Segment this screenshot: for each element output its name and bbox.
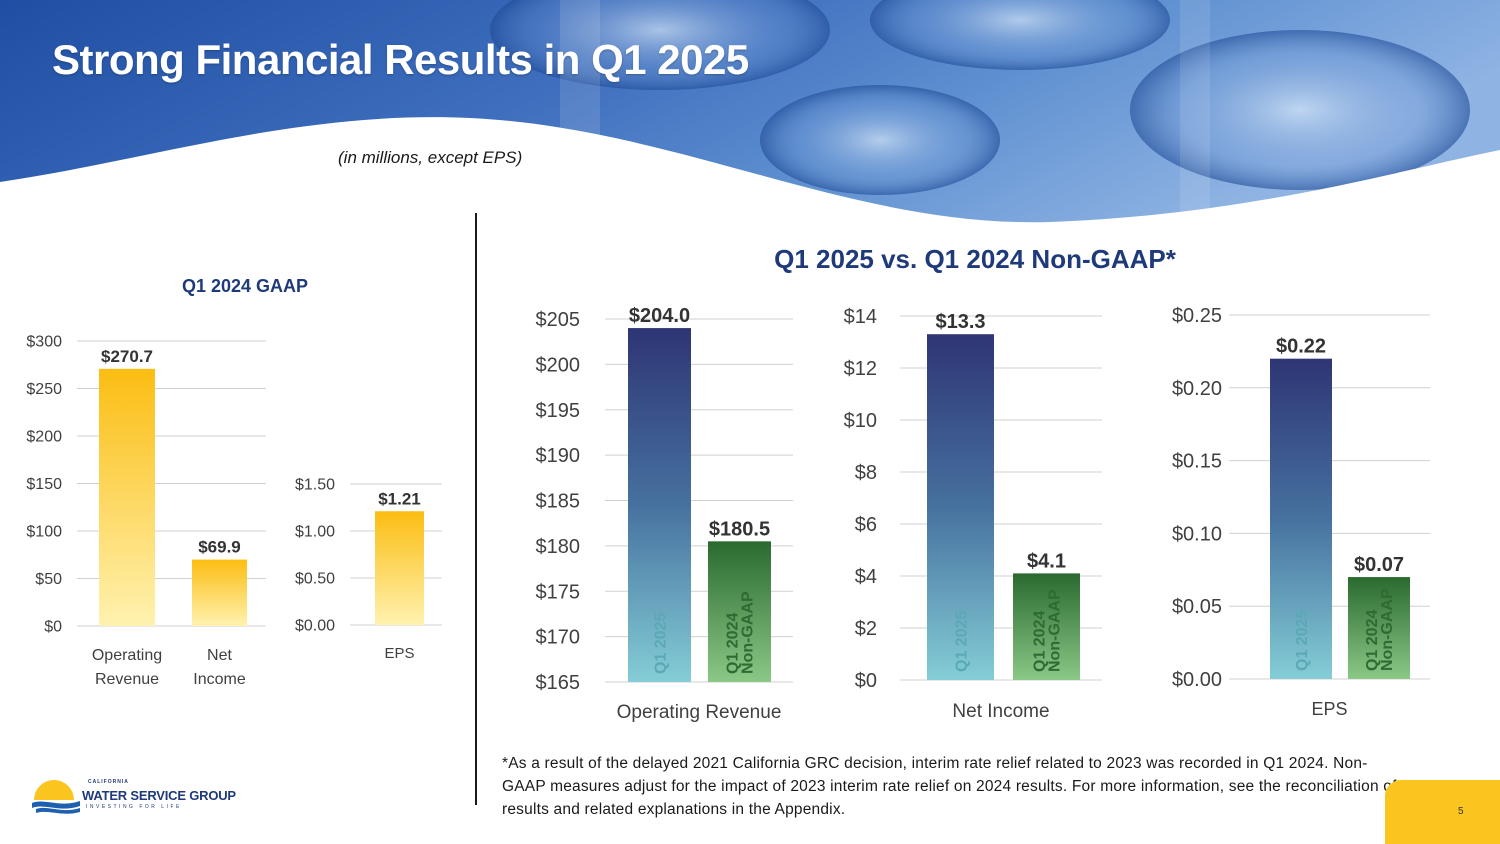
logo-wordmark: WATER SERVICE GROUP (82, 788, 236, 803)
ng-income-bar-1 (1013, 573, 1080, 680)
gaap-main-bar-1 (192, 559, 247, 626)
page-number-tab (1385, 780, 1500, 844)
ng-eps-bar-1 (1348, 577, 1410, 679)
ng-eps-bar-0 (1270, 358, 1332, 679)
ng-revenue-data-label-1: $180.5 (709, 518, 770, 540)
ng-revenue-series-label-0: Q1 2025 (653, 613, 670, 674)
ng-revenue-bar-0 (628, 328, 691, 682)
ng-revenue-tick-label: $165 (536, 672, 581, 694)
ng-income-tick-label: $12 (844, 358, 877, 380)
ng-revenue-series-label-1: Q1 2024Non-GAAP (725, 591, 757, 674)
logo-top-text: CALIFORNIA (88, 779, 129, 785)
sun-wave-icon (32, 780, 80, 814)
gaap-eps-tick-label: $1.00 (295, 524, 335, 541)
ng-eps-tick-label: $0.00 (1172, 669, 1222, 691)
ng-income-tick-label: $10 (844, 410, 877, 432)
ng-eps-tick-label: $0.15 (1172, 451, 1222, 473)
ng-income-tick-label: $6 (855, 514, 877, 536)
ng-income-series-label-1: Q1 2024Non-GAAP (1032, 589, 1064, 672)
gaap-main-tick-label: $0 (44, 619, 62, 636)
gaap-main-tick-label: $100 (26, 524, 62, 541)
ng-revenue-tick-label: $175 (536, 581, 581, 603)
ng-revenue-tick-label: $205 (536, 309, 581, 331)
ng-revenue-tick-label: $185 (536, 491, 581, 513)
ng-eps-tick-label: $0.05 (1172, 596, 1222, 618)
ng-revenue-bar-1 (708, 541, 771, 682)
gaap-eps-bar-0 (375, 511, 424, 625)
section-divider (475, 213, 477, 805)
gaap-main-tick-label: $250 (26, 381, 62, 398)
ng-income-data-label-1: $4.1 (1027, 550, 1066, 572)
ng-eps-series-label-0: Q1 2025 (1294, 610, 1311, 671)
ng-eps-data-label-0: $0.22 (1276, 336, 1326, 358)
gaap-eps-tick-label: $0.00 (295, 618, 335, 635)
ng-eps-category-label: EPS (1311, 699, 1347, 719)
gaap-eps-data-label-0: $1.21 (378, 489, 421, 508)
ng-revenue-data-label-0: $204.0 (629, 305, 690, 327)
ng-income-tick-label: $14 (844, 306, 877, 328)
footnote: *As a result of the delayed 2021 Califor… (502, 755, 1397, 818)
ng-revenue-tick-label: $195 (536, 400, 581, 422)
ng-income-category-label: Net Income (952, 701, 1049, 722)
ng-revenue-tick-label: $190 (536, 445, 581, 467)
page-number: 5 (1458, 806, 1464, 817)
gaap-main-category-label-1: Net Income (193, 647, 246, 688)
gaap-main-tick-label: $300 (26, 334, 62, 351)
gaap-main-bar-0 (99, 368, 155, 626)
company-logo: CALIFORNIA WATER SERVICE GROUP INVESTING… (30, 776, 260, 816)
ng-income-tick-label: $8 (855, 462, 877, 484)
gaap-main-tick-label: $150 (26, 476, 62, 493)
ng-income-data-label-0: $13.3 (935, 311, 985, 333)
ng-eps-tick-label: $0.10 (1172, 523, 1222, 545)
gaap-main-category-label-0: Operating Revenue (92, 647, 162, 688)
gaap-eps-category-label-0: EPS (384, 645, 414, 662)
gaap-main-data-label-1: $69.9 (198, 538, 241, 557)
gaap-chart-title: Q1 2024 GAAP (181, 276, 309, 296)
header-banner (0, 0, 1500, 230)
ng-income-tick-label: $2 (855, 618, 877, 640)
page-title: Strong Financial Results in Q1 2025 (52, 36, 749, 83)
ng-income-tick-label: $4 (855, 566, 877, 588)
ng-eps-tick-label: $0.25 (1172, 305, 1222, 327)
ng-revenue-category-label: Operating Revenue (617, 702, 782, 723)
ng-eps-data-label-1: $0.07 (1354, 554, 1404, 576)
ng-revenue-tick-label: $200 (536, 354, 581, 376)
ng-income-series-label-0: Q1 2025 (954, 611, 971, 672)
gaap-eps-tick-label: $0.50 (295, 571, 335, 588)
ng-revenue-tick-label: $170 (536, 627, 581, 649)
gaap-main-tick-label: $200 (26, 429, 62, 446)
non-gaap-chart-title: Q1 2025 vs. Q1 2024 Non-GAAP* (774, 244, 1176, 274)
gaap-main-tick-label: $50 (35, 571, 62, 588)
ng-revenue-tick-label: $180 (536, 536, 581, 558)
ng-income-tick-label: $0 (855, 670, 877, 692)
units-note: (in millions, except EPS) (338, 148, 523, 167)
gaap-eps-tick-label: $1.50 (295, 477, 335, 494)
logo-tagline: INVESTING FOR LIFE (86, 804, 182, 810)
gaap-main-data-label-0: $270.7 (101, 347, 153, 366)
ng-eps-series-label-1: Q1 2024Non-GAAP (1364, 588, 1396, 671)
ng-income-bar-0 (927, 334, 994, 680)
ng-eps-tick-label: $0.20 (1172, 378, 1222, 400)
